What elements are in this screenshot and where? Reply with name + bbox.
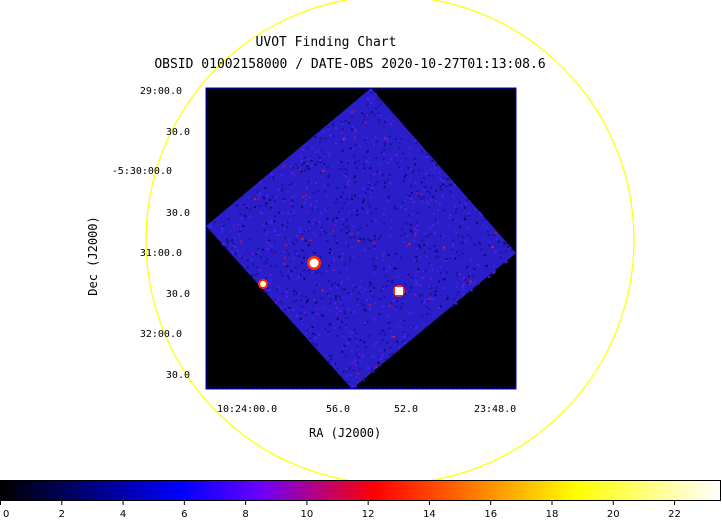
chart-subtitle: OBSID 01002158000 / DATE-OBS 2020-10-27T…	[154, 57, 546, 72]
dec-tick: 30.0	[165, 370, 190, 381]
colorbar-tick-label: 20	[607, 509, 620, 520]
colorbar-tick-label: 4	[120, 509, 126, 520]
frame-ticks	[209, 386, 516, 389]
y-axis-label: Dec (J2000)	[86, 216, 100, 296]
dec-tick: 29:00.0	[139, 86, 182, 97]
ra-tick: 23:48.0	[474, 404, 517, 415]
chart-title: UVOT Finding Chart	[255, 35, 397, 50]
colorbar-tick-label: 18	[546, 509, 559, 520]
colorbar-tick-label: 0	[3, 509, 9, 520]
colorbar-tick-label: 6	[181, 509, 187, 520]
dec-tick: -5:30:00.0	[111, 166, 172, 177]
field-circle	[145, 0, 635, 480]
dec-tick: 31:00.0	[139, 248, 182, 259]
source-2	[393, 285, 405, 297]
colorbar-tick-label: 22	[668, 509, 681, 520]
ra-tick: 52.0	[394, 404, 419, 415]
colorbar: 0 2 4 6 8 10 12 14 16 18 20 22	[0, 480, 721, 520]
colorbar-tick-label: 2	[59, 509, 65, 520]
source-3	[258, 279, 268, 289]
dec-tick: 30.0	[165, 127, 190, 138]
source-1	[307, 256, 321, 270]
ra-tick: 10:24:00.0	[217, 404, 278, 415]
colorbar-tick-label: 8	[242, 509, 248, 520]
x-axis-label: RA (J2000)	[309, 426, 382, 440]
dec-tick: 32:00.0	[139, 329, 182, 340]
dec-tick: 30.0	[165, 289, 190, 300]
noise-speckles	[209, 89, 513, 388]
ra-tick: 56.0	[326, 404, 351, 415]
image-frame	[205, 87, 517, 390]
colorbar-tick-label: 14	[423, 509, 436, 520]
dec-tick: 30.0	[165, 208, 190, 219]
colorbar-tick-label: 10	[301, 509, 314, 520]
colorbar-gradient	[0, 480, 721, 501]
colorbar-ticks: 0 2 4 6 8 10 12 14 16 18 20 22	[0, 500, 681, 520]
colorbar-tick-label: 12	[362, 509, 375, 520]
colorbar-tick-label: 16	[484, 509, 497, 520]
finding-chart	[145, 0, 635, 480]
